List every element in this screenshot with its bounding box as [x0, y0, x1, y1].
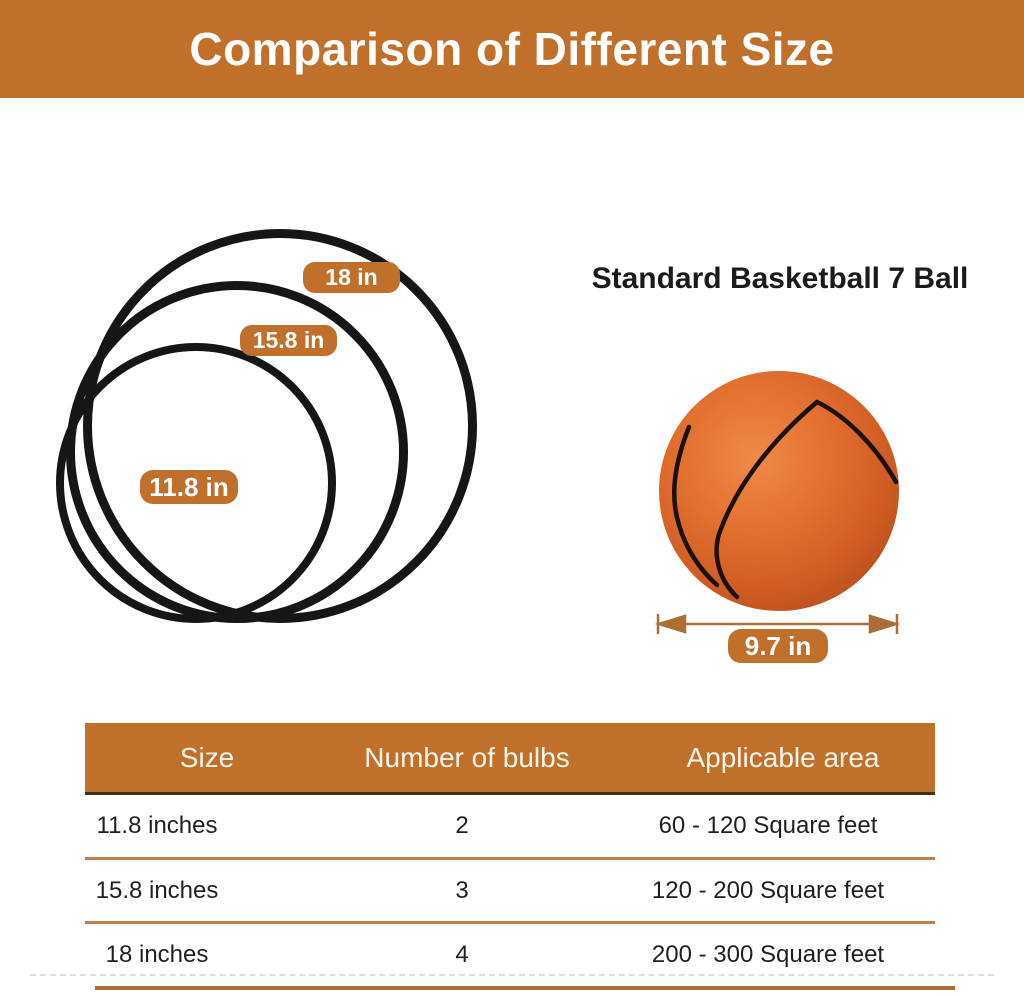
cell-area: 60 - 120 Square feet [658, 812, 878, 839]
ring-label-15-8in: 15.8 in [240, 325, 337, 356]
ring-label-text: 18 in [325, 264, 378, 290]
table-header-row: Size Number of bulbs Applicable area [85, 723, 935, 792]
cell-bulbs: 3 [455, 877, 469, 904]
cell-area: 120 - 200 Square feet [651, 877, 885, 904]
ring-label-18in: 18 in [303, 262, 400, 293]
table-row: 18 inches 4 200 - 300 Square feet [85, 924, 935, 986]
cell-size: 11.8 inches [96, 812, 218, 839]
faint-bottom-line [30, 974, 994, 976]
page-title: Comparison of Different Size [189, 23, 835, 75]
comparison-table: Size Number of bulbs Applicable area 11.… [85, 723, 935, 990]
diameter-label-text: 9.7 in [744, 630, 812, 661]
table-row: 11.8 inches 2 60 - 120 Square feet [85, 795, 935, 857]
table-bottom-divider [95, 986, 955, 990]
ring-11-8in [56, 343, 336, 623]
ring-label-text: 15.8 in [252, 327, 325, 353]
banner: Comparison of Different Size [0, 0, 1024, 98]
ring-label-11-8in: 11.8 in [140, 470, 238, 504]
diameter-arrow [654, 614, 901, 634]
cell-bulbs: 4 [455, 941, 469, 968]
column-header-area: Applicable area [686, 742, 880, 773]
cell-size: 15.8 inches [95, 877, 219, 904]
header-underline [85, 792, 935, 795]
cell-bulbs: 2 [455, 812, 469, 839]
row-divider [85, 921, 935, 924]
table-row: 15.8 inches 3 120 - 200 Square feet [85, 860, 935, 921]
cell-area: 200 - 300 Square feet [651, 941, 885, 968]
row-divider [85, 857, 935, 860]
basketball-image [659, 371, 899, 611]
column-header-bulbs: Number of bulbs [364, 742, 570, 773]
diameter-label-badge: 9.7 in [728, 629, 828, 663]
basketball-heading: Standard Basketball 7 Ball [591, 262, 969, 295]
ring-label-text: 11.8 in [149, 471, 229, 502]
column-header-size: Size [179, 742, 235, 773]
cell-size: 18 inches [105, 941, 209, 968]
